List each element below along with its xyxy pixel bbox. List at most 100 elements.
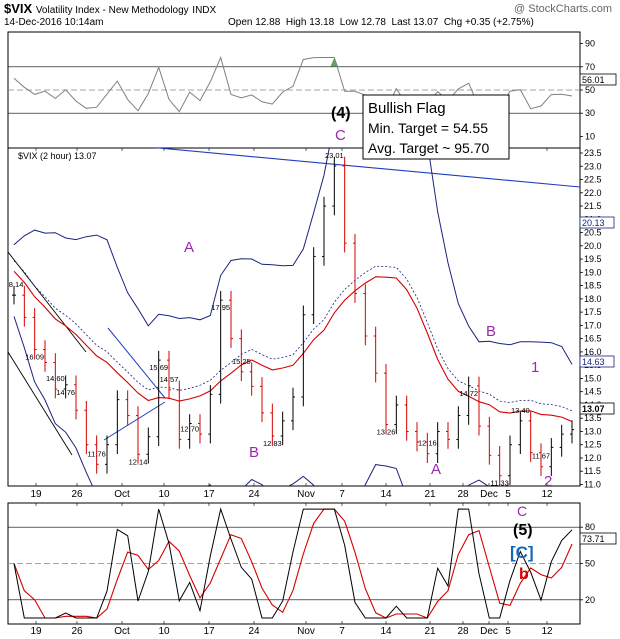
osc-current-tag <box>579 532 617 545</box>
chart-title: $VIX Volatility Index - New Methodology … <box>4 1 216 16</box>
x-axis-label: 24 <box>248 626 260 637</box>
price-label: 13.40 <box>511 406 530 415</box>
price-label: 15.25 <box>232 357 251 366</box>
price-tick-label: 18.0 <box>584 294 602 304</box>
price-label: 12.83 <box>263 439 282 448</box>
x-axis-label: 5 <box>505 489 511 500</box>
x-axis-label: 28 <box>457 489 469 500</box>
rsi-tick-label: 70 <box>585 62 595 72</box>
wave-label-a1: A <box>184 239 194 256</box>
x-axis-label: 17 <box>203 489 215 500</box>
high-value: 13.18 <box>309 17 335 28</box>
tag-middle-band-label: 14.63 <box>582 357 605 367</box>
price-tick-label: 16.0 <box>584 347 602 357</box>
avg-target: Avg. Target ~ 95.70 <box>368 140 490 156</box>
rsi-tick-label: 30 <box>585 108 595 118</box>
price-label: 14.57 <box>160 375 179 384</box>
x-axis-label: 7 <box>339 626 345 637</box>
flag-line-lower <box>103 401 166 441</box>
min-target: Min. Target = 54.55 <box>368 120 488 136</box>
price-tick-label: 18.5 <box>584 281 602 291</box>
price-panel-frame <box>7 147 581 487</box>
wave-label-c: C <box>335 127 346 144</box>
rsi-tick-label: 50 <box>585 85 595 95</box>
tag-upper-band-label: 20.13 <box>582 218 605 228</box>
x-axis-label: 19 <box>30 489 42 500</box>
watermark: @ StockCharts.com <box>514 3 612 15</box>
tag-middle-band <box>579 355 615 368</box>
x-axis-label: Nov <box>297 489 315 500</box>
price-tick-label: 12.5 <box>584 440 602 450</box>
oscillator-panel <box>8 507 580 619</box>
tag-last-price-label: 13.07 <box>582 404 605 414</box>
price-tick-label: 13.5 <box>584 413 602 423</box>
price-tick-label: 21.5 <box>584 201 602 211</box>
price-label: 12.14 <box>129 457 148 466</box>
price-tick-label: 23.0 <box>584 161 602 171</box>
index-name: Volatility Index - New Methodology <box>35 5 189 16</box>
rsi-current-value: 56.01 <box>582 75 605 85</box>
price-tick-label: 23.5 <box>584 148 602 158</box>
x-axis-label: 24 <box>248 489 260 500</box>
osc-tick-label: 80 <box>585 522 595 532</box>
osc-tick-label: 20 <box>585 595 595 605</box>
symbol: $VIX <box>4 1 33 16</box>
x-axis-label: Oct <box>114 489 130 500</box>
x-axis-label: 10 <box>158 489 170 500</box>
price-tick-label: 19.0 <box>584 267 602 277</box>
x-axis-label: 28 <box>457 626 469 637</box>
x-axis-label: Nov <box>297 626 315 637</box>
x-axis-label: 12 <box>541 626 553 637</box>
price-label: 13.26 <box>377 428 396 437</box>
x-axis-label: Dec <box>480 626 498 637</box>
x-axis-label: 21 <box>424 626 436 637</box>
price-tick-label: 11.0 <box>584 480 601 490</box>
flag-line-upper <box>107 327 166 399</box>
x-axis-label: 14 <box>380 626 392 637</box>
osc-wave-5: (5) <box>513 522 533 539</box>
x-axis-label: 5 <box>505 626 511 637</box>
price-tick-label: 17.5 <box>584 307 602 317</box>
lower-band-line <box>13 316 489 486</box>
x-axis-label: 19 <box>30 626 42 637</box>
price-label: 12.70 <box>180 424 199 433</box>
price-label: 11.76 <box>88 449 106 458</box>
rsi-current-tag <box>579 73 617 86</box>
wave-label-4: (4) <box>331 105 351 122</box>
price-tick-label: 22.5 <box>584 175 602 185</box>
osc-wave-c: C <box>517 503 527 519</box>
low-value: 12.78 <box>360 17 386 28</box>
stoch-k-line <box>13 507 573 619</box>
x-axis-label: 17 <box>203 626 215 637</box>
price-label: 12.16 <box>418 439 437 448</box>
x-axis-label: 26 <box>71 626 83 637</box>
price-label: 15.69 <box>149 363 168 372</box>
wave-label-1: 1 <box>531 359 539 376</box>
rsi-tick-label: 90 <box>585 39 595 49</box>
wave-label-b1: B <box>249 444 259 461</box>
osc-current-value: 73.71 <box>582 534 605 544</box>
x-axis-label: Oct <box>114 626 130 637</box>
rsi-overbought-fill <box>330 57 339 67</box>
stoch-d-line <box>13 508 573 619</box>
price-tick-label: 19.5 <box>584 254 602 264</box>
wave-label-b2: B <box>486 323 496 340</box>
price-tick-label: 15.0 <box>584 373 602 383</box>
x-axis-label: 21 <box>424 489 436 500</box>
price-label: 14.76 <box>56 388 75 397</box>
price-label: 16.09 <box>25 353 44 362</box>
price-tick-label: 20.0 <box>584 241 602 251</box>
long-trendline <box>153 148 580 188</box>
price-label: 14.72 <box>459 389 478 398</box>
price-label: 18.14 <box>5 280 24 289</box>
price-tick-label: 20.5 <box>584 228 602 238</box>
upper-band-line <box>13 148 573 365</box>
x-axis-label: 14 <box>380 489 392 500</box>
x-axis-label: 26 <box>71 489 83 500</box>
price-label: 23.01 <box>325 151 344 160</box>
bullish-flag-title: Bullish Flag <box>368 100 446 117</box>
ohlc-line: Open 12.88 High 13.18 Low 12.78 Last 13.… <box>228 17 534 28</box>
bullish-flag-box <box>362 94 510 160</box>
price-legend: $VIX (2 hour) 13.07 <box>18 151 97 161</box>
datetime: 14-Dec-2016 10:14am <box>4 17 104 28</box>
